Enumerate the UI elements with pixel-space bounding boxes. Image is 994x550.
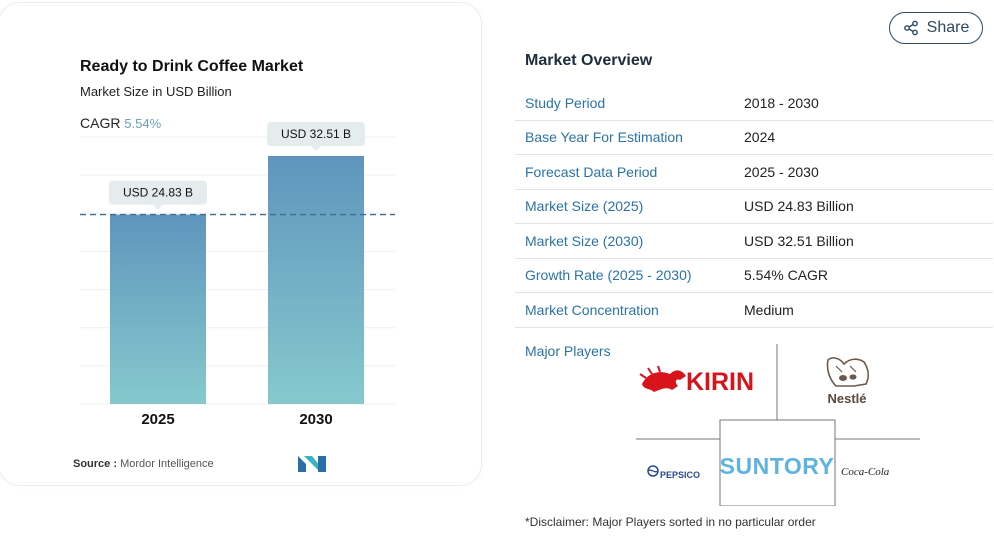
data-label-text: USD 32.51 B bbox=[281, 127, 351, 141]
x-tick-label: 2025 bbox=[141, 411, 174, 428]
data-label-text: USD 24.83 B bbox=[123, 186, 193, 200]
major-players-grid: KIRIN Nestlé PEPSICO SUNTORY Coca-Cola bbox=[636, 344, 920, 506]
overview-value: Medium bbox=[744, 301, 794, 318]
overview-row-market-concentration: Market Concentration Medium bbox=[515, 293, 993, 328]
overview-label: Base Year For Estimation bbox=[525, 129, 683, 146]
kirin-logo: KIRIN bbox=[639, 365, 754, 396]
chart-card bbox=[0, 2, 482, 486]
coca-cola-logo: Coca-Cola bbox=[841, 466, 890, 478]
overview-label: Market Size (2030) bbox=[525, 232, 644, 249]
nestle-logo: Nestlé bbox=[826, 357, 869, 406]
overview-row-market-size-2025: Market Size (2025) USD 24.83 Billion bbox=[515, 190, 993, 224]
overview-value: 2024 bbox=[744, 129, 776, 146]
market-overview-table: Study Period 2018 - 2030 Base Year For E… bbox=[515, 86, 993, 328]
bar-2030 bbox=[268, 155, 364, 404]
disclaimer: *Disclaimer: Major Players sorted in no … bbox=[525, 515, 816, 529]
share-icon bbox=[903, 20, 918, 36]
overview-row-growth-rate: Growth Rate (2025 - 2030) 5.54% CAGR bbox=[515, 259, 993, 293]
share-label: Share bbox=[926, 19, 970, 36]
cagr-label: CAGR bbox=[80, 115, 121, 131]
data-label-pointer bbox=[153, 204, 163, 210]
kirin-text: KIRIN bbox=[686, 368, 754, 396]
source: Source : Mordor Intelligence bbox=[73, 458, 214, 470]
overview-value: 2018 - 2030 bbox=[744, 94, 819, 111]
data-label-pointer bbox=[311, 145, 321, 151]
data-label-bubble bbox=[267, 121, 365, 146]
overview-label: Market Size (2025) bbox=[525, 198, 644, 215]
bar-chart: 2025 USD 24.83 B 2030 USD 32.51 B bbox=[80, 121, 395, 428]
data-label-2025: USD 24.83 B bbox=[109, 180, 207, 210]
market-overview-title: Market Overview bbox=[525, 52, 653, 69]
overview-value: USD 32.51 Billion bbox=[744, 232, 854, 249]
coca-cola-text: Coca-Cola bbox=[841, 466, 890, 478]
share-button[interactable]: Share bbox=[889, 12, 983, 44]
major-players-label: Major Players bbox=[525, 343, 611, 359]
nestle-text: Nestlé bbox=[827, 391, 866, 406]
data-label-2030: USD 32.51 B bbox=[267, 121, 365, 151]
overview-value: 2025 - 2030 bbox=[744, 163, 819, 180]
overview-label: Growth Rate (2025 - 2030) bbox=[525, 267, 692, 284]
chart-title: Ready to Drink Coffee Market bbox=[80, 58, 304, 75]
source-label: Source : bbox=[73, 458, 118, 470]
overview-label: Forecast Data Period bbox=[525, 163, 658, 180]
source-name: Mordor Intelligence bbox=[120, 458, 214, 470]
chart-subtitle: Market Size in USD Billion bbox=[80, 84, 232, 99]
overview-label: Study Period bbox=[525, 94, 606, 111]
overview-row-forecast-period: Forecast Data Period 2025 - 2030 bbox=[515, 155, 993, 190]
overview-value: 5.54% CAGR bbox=[744, 267, 829, 284]
mordor-intelligence-logo bbox=[298, 456, 326, 472]
pepsico-text: PEPSICO bbox=[660, 470, 700, 480]
cagr: CAGR 5.54% bbox=[80, 115, 161, 131]
suntory-logo: SUNTORY bbox=[720, 453, 835, 479]
suntory-cell bbox=[719, 419, 836, 506]
overview-row-market-size-2030: Market Size (2030) USD 32.51 Billion bbox=[515, 224, 993, 259]
cagr-value: 5.54% bbox=[124, 116, 162, 131]
pepsico-logo: PEPSICO bbox=[647, 465, 700, 480]
overview-row-study-period: Study Period 2018 - 2030 bbox=[515, 86, 993, 121]
bar-2025 bbox=[110, 214, 206, 404]
x-tick-label: 2030 bbox=[299, 411, 332, 428]
overview-label: Market Concentration bbox=[525, 301, 659, 318]
data-label-bubble bbox=[109, 180, 207, 205]
overview-row-base-year: Base Year For Estimation 2024 bbox=[515, 121, 993, 155]
overview-value: USD 24.83 Billion bbox=[744, 198, 854, 215]
